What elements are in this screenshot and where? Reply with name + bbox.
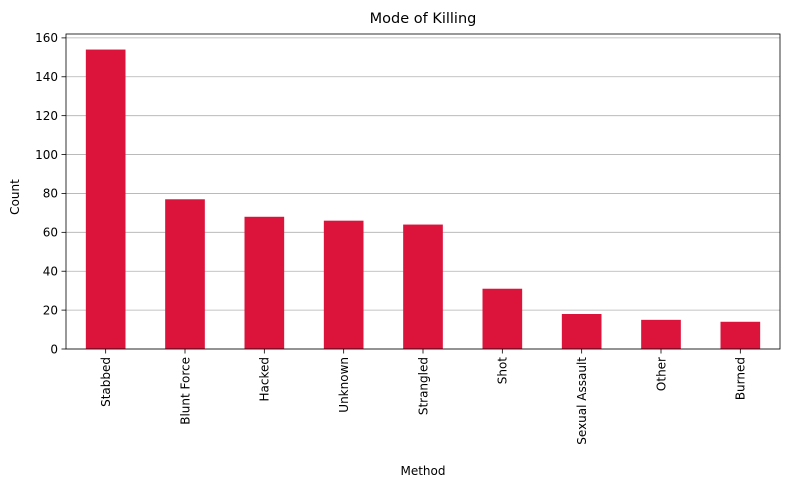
y-ticks: 0 20 40 60 80 100 120 140 160 — [35, 31, 66, 356]
x-tick-label: Sexual Assault — [575, 357, 589, 445]
x-axis-label: Method — [400, 464, 445, 478]
x-tick-label: Shot — [496, 357, 510, 385]
x-tick-label: Hacked — [258, 357, 272, 402]
y-tick-label: 120 — [35, 109, 58, 123]
x-tick-label: Other — [654, 357, 668, 391]
y-tick-label: 100 — [35, 148, 58, 162]
bar — [165, 199, 205, 349]
y-tick-label: 80 — [43, 187, 58, 201]
y-tick-label: 160 — [35, 31, 58, 45]
bar — [720, 321, 761, 349]
x-tick-label: Blunt Force — [178, 357, 192, 425]
bar — [561, 314, 602, 349]
y-tick-label: 60 — [43, 226, 58, 240]
y-tick-label: 20 — [43, 303, 58, 317]
chart-title: Mode of Killing — [370, 11, 477, 27]
bar — [482, 288, 523, 349]
y-axis-label: Count — [8, 179, 22, 215]
bar — [641, 319, 681, 349]
x-tick-label: Unknown — [337, 357, 351, 413]
y-tick-label: 140 — [35, 70, 58, 84]
y-tick-label: 40 — [43, 265, 58, 279]
bar — [403, 224, 443, 349]
bar — [85, 49, 126, 350]
bar — [323, 220, 364, 349]
x-ticks: Stabbed Blunt Force Hacked Unknown Strangled… — [99, 349, 748, 445]
x-tick-label: Stabbed — [99, 357, 113, 407]
bars — [85, 49, 761, 350]
x-tick-label: Strangled — [416, 357, 430, 415]
y-tick-label: 0 — [50, 342, 58, 356]
x-tick-label: Burned — [734, 357, 748, 400]
bar — [244, 216, 285, 349]
